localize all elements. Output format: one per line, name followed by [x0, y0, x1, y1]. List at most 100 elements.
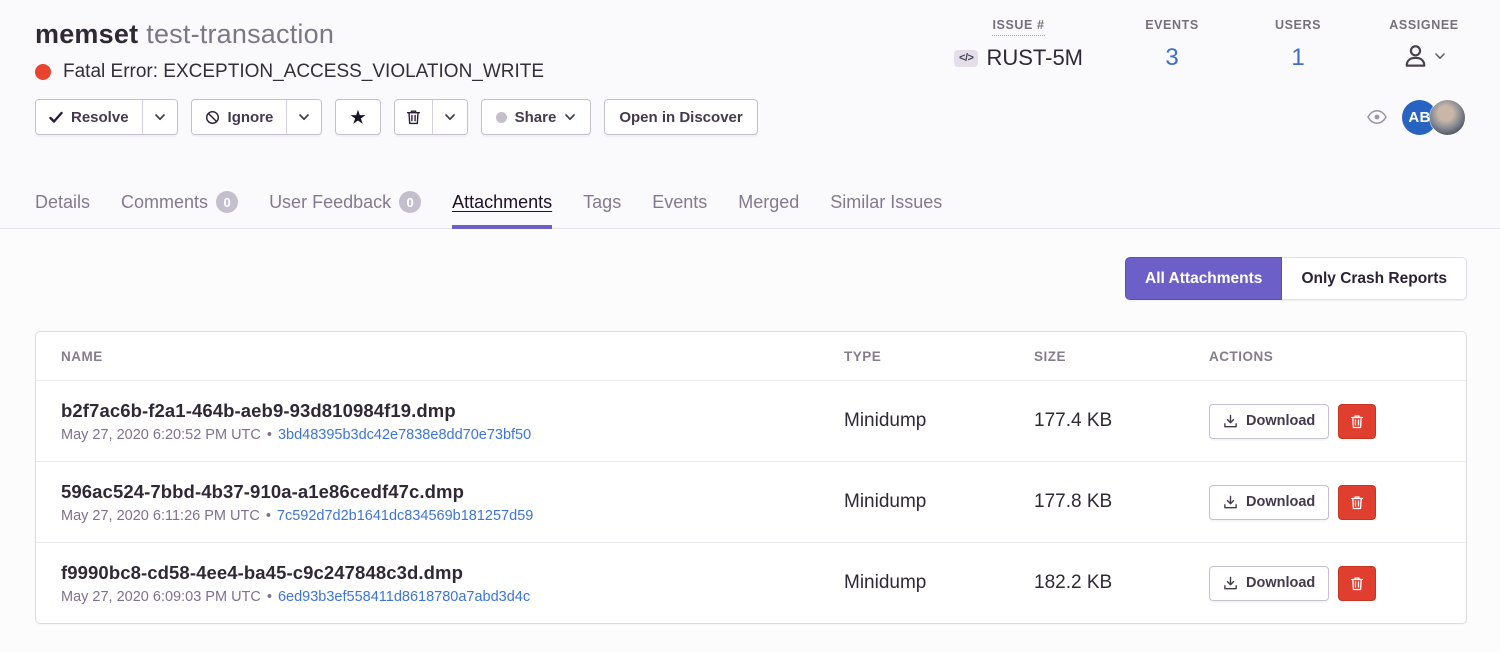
- attachment-filename: f9990bc8-cd58-4ee4-ba45-c9c247848c3d.dmp: [61, 561, 463, 583]
- error-level-dot-icon: [35, 64, 51, 80]
- filter-all-attachments-button[interactable]: All Attachments: [1125, 257, 1283, 300]
- issue-transaction: test-transaction: [146, 19, 335, 49]
- download-icon: [1223, 576, 1238, 591]
- users-count[interactable]: 1: [1291, 44, 1305, 71]
- resolve-button-group: Resolve: [35, 99, 178, 135]
- delete-button-group: [393, 99, 468, 135]
- tab-details[interactable]: Details: [35, 192, 91, 212]
- attachment-filename: 596ac524-7bbd-4b37-910a-a1e86cedf47c.dmp: [61, 480, 465, 502]
- resolve-dropdown-button[interactable]: [141, 100, 177, 134]
- column-header-size: SIZE: [1034, 348, 1067, 364]
- page-title: memset test-transaction: [35, 16, 544, 52]
- issue-header: memset test-transaction Fatal Error: EXCE…: [0, 0, 1500, 229]
- tab-tags[interactable]: Tags: [583, 192, 622, 212]
- issue-number-value[interactable]: </> RUST-5M: [954, 45, 1083, 71]
- toolbar-right: AB: [1366, 99, 1465, 135]
- event-id-link[interactable]: 7c592d7d2b1641dc834569b181257d59: [276, 507, 534, 524]
- tab-merged[interactable]: Merged: [738, 192, 800, 212]
- delete-attachment-button[interactable]: [1338, 565, 1377, 601]
- attachment-type: Minidump: [844, 491, 927, 512]
- attachment-actions: Download: [1209, 565, 1441, 601]
- issue-short-id: RUST-5M: [986, 45, 1083, 70]
- tab-user-feedback[interactable]: User Feedback 0: [269, 191, 422, 228]
- trash-icon: [1350, 576, 1364, 591]
- ban-icon: [205, 110, 220, 125]
- attachment-filename: b2f7ac6b-f2a1-464b-aeb9-93d810984f19.dmp: [61, 399, 456, 421]
- chevron-down-icon: [154, 111, 166, 123]
- issue-tabs: Details Comments 0 User Feedback 0 Attac…: [35, 191, 1465, 229]
- table-row: b2f7ac6b-f2a1-464b-aeb9-93d810984f19.dmp…: [36, 380, 1466, 461]
- column-header-type: TYPE: [844, 348, 882, 364]
- attachment-type: Minidump: [844, 572, 927, 593]
- delete-issue-button[interactable]: [394, 100, 432, 134]
- stat-assignee: ASSIGNEE: [1387, 18, 1461, 72]
- trash-icon: [406, 109, 421, 125]
- issue-title-block: memset test-transaction Fatal Error: EXCE…: [35, 16, 544, 83]
- bookmark-button[interactable]: ★: [335, 99, 381, 135]
- attachment-type: Minidump: [844, 410, 927, 431]
- table-header-row: NAME TYPE SIZE ACTIONS: [36, 332, 1466, 380]
- events-label: EVENTS: [1145, 18, 1199, 32]
- avatar[interactable]: [1430, 99, 1465, 135]
- open-in-discover-button[interactable]: Open in Discover: [604, 99, 758, 135]
- column-header-actions: ACTIONS: [1209, 348, 1274, 364]
- stat-events: EVENTS 3: [1135, 18, 1209, 72]
- attachment-name-cell: f9990bc8-cd58-4ee4-ba45-c9c247848c3d.dmp…: [61, 562, 844, 605]
- issue-toolbar: Resolve Ignore: [35, 99, 1465, 135]
- download-button[interactable]: Download: [1209, 565, 1330, 601]
- attachment-date: May 27, 2020 6:09:03 PM UTC: [61, 588, 261, 605]
- attachments-table: NAME TYPE SIZE ACTIONS b2f7ac6b-f2a1-464…: [35, 331, 1467, 624]
- tab-comments[interactable]: Comments 0: [121, 191, 239, 228]
- attachments-panel: All Attachments Only Crash Reports NAME …: [0, 229, 1500, 624]
- stat-users: USERS 1: [1261, 18, 1335, 72]
- attachment-name-cell: b2f7ac6b-f2a1-464b-aeb9-93d810984f19.dmp…: [61, 400, 844, 443]
- issue-stats: ISSUE # </> RUST-5M EVENTS 3 USERS 1 ASS…: [954, 16, 1461, 72]
- event-id-link[interactable]: 3bd48395b3dc42e7838e8dd70e73bf50: [277, 426, 532, 443]
- download-button[interactable]: Download: [1209, 484, 1330, 520]
- trash-icon: [1350, 495, 1364, 510]
- attachment-name-cell: 596ac524-7bbd-4b37-910a-a1e86cedf47c.dmp…: [61, 481, 844, 524]
- attachments-filter-row: All Attachments Only Crash Reports: [35, 257, 1467, 300]
- user-feedback-count-badge: 0: [399, 191, 422, 213]
- filter-only-crash-reports-button[interactable]: Only Crash Reports: [1282, 257, 1467, 300]
- attachment-size: 182.2 KB: [1034, 572, 1113, 593]
- stat-issue-number: ISSUE # </> RUST-5M: [954, 18, 1083, 72]
- check-icon: [49, 110, 63, 124]
- participant-avatars: AB: [1402, 99, 1465, 135]
- attachment-size: 177.4 KB: [1034, 410, 1113, 431]
- ignore-button[interactable]: Ignore: [191, 100, 287, 134]
- delete-attachment-button[interactable]: [1338, 403, 1377, 439]
- chevron-down-icon: [298, 111, 310, 123]
- download-button[interactable]: Download: [1209, 403, 1330, 439]
- attachment-actions: Download: [1209, 403, 1441, 439]
- events-count[interactable]: 3: [1165, 44, 1179, 71]
- issue-culprit: memset: [35, 19, 139, 49]
- assignee-label: ASSIGNEE: [1389, 18, 1459, 32]
- share-dot-icon: [495, 111, 507, 123]
- assignee-dropdown[interactable]: [1402, 42, 1446, 69]
- ignore-dropdown-button[interactable]: [286, 100, 322, 134]
- event-id-link[interactable]: 6ed93b3ef558411d8618780a7abd3d4c: [277, 588, 531, 605]
- comments-count-badge: 0: [216, 191, 239, 213]
- column-header-name: NAME: [61, 348, 103, 364]
- tab-attachments[interactable]: Attachments: [452, 192, 553, 229]
- ignore-button-group: Ignore: [190, 99, 323, 135]
- share-button[interactable]: Share: [480, 99, 592, 135]
- download-icon: [1223, 495, 1238, 510]
- tab-similar-issues[interactable]: Similar Issues: [830, 192, 943, 212]
- chevron-down-icon: [564, 111, 576, 123]
- chevron-down-icon: [444, 111, 456, 123]
- error-message: Fatal Error: EXCEPTION_ACCESS_VIOLATION_…: [63, 61, 545, 82]
- error-summary: Fatal Error: EXCEPTION_ACCESS_VIOLATION_…: [35, 61, 544, 83]
- delete-attachment-button[interactable]: [1338, 484, 1377, 520]
- chevron-down-icon: [1434, 50, 1446, 62]
- user-icon: [1402, 42, 1429, 69]
- table-row: 596ac524-7bbd-4b37-910a-a1e86cedf47c.dmp…: [36, 461, 1466, 542]
- resolve-button[interactable]: Resolve: [36, 100, 142, 134]
- star-icon: ★: [350, 107, 366, 127]
- eye-icon[interactable]: [1366, 106, 1388, 128]
- download-icon: [1223, 414, 1238, 429]
- delete-dropdown-button[interactable]: [431, 100, 467, 134]
- tab-events[interactable]: Events: [652, 192, 708, 212]
